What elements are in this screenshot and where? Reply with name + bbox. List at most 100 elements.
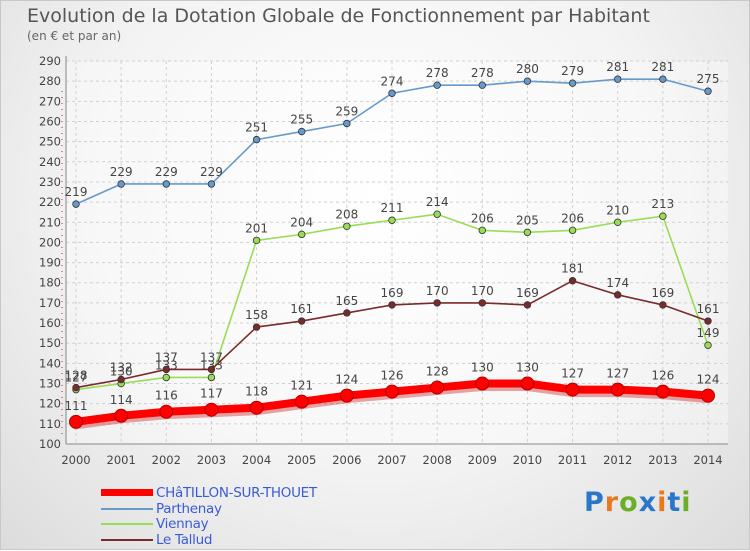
legend-swatch: [101, 489, 153, 496]
data-point: [614, 291, 622, 299]
y-tick-label: 260: [39, 114, 61, 128]
data-point: [565, 382, 580, 397]
data-point: [343, 222, 351, 230]
data-label: 281: [651, 60, 674, 74]
data-point: [478, 81, 486, 89]
y-tick-label: 180: [39, 276, 61, 290]
data-point: [523, 228, 532, 237]
y-tick-label: 240: [39, 155, 61, 169]
chart-title: Evolution de la Dotation Globale de Fonc…: [27, 5, 650, 27]
data-point: [659, 301, 667, 309]
data-label: 181: [561, 262, 584, 276]
data-point: [478, 299, 486, 307]
data-point: [388, 301, 396, 309]
y-tick-label: 170: [39, 296, 61, 310]
data-point: [614, 75, 622, 83]
data-label: 117: [200, 387, 223, 401]
data-point: [478, 226, 486, 235]
data-label: 211: [381, 201, 404, 215]
data-label: 169: [381, 286, 404, 300]
data-label: 149: [697, 326, 720, 340]
data-label: 128: [426, 365, 449, 379]
data-label: 137: [200, 350, 223, 364]
data-label: 111: [65, 399, 88, 413]
data-point: [475, 376, 490, 391]
data-label: 278: [471, 66, 494, 80]
logo-letter: x: [638, 487, 658, 518]
data-point: [659, 212, 667, 220]
x-tick-label: 2010: [513, 453, 542, 467]
legend-label: Viennay: [156, 516, 209, 532]
x-tick-label: 2002: [152, 453, 181, 467]
data-point: [72, 383, 80, 392]
logo-letter: i: [681, 487, 692, 518]
data-label: 130: [471, 361, 494, 375]
data-point: [249, 400, 264, 415]
data-label: 128: [65, 369, 88, 383]
data-point: [704, 317, 712, 325]
logo-letter: i: [657, 487, 668, 518]
data-point: [388, 89, 396, 97]
data-point: [207, 365, 216, 374]
data-label: 214: [426, 195, 449, 209]
chart-subtitle: (en € et par an): [27, 29, 122, 43]
data-point: [117, 180, 125, 188]
data-point: [610, 382, 625, 397]
y-tick-label: 250: [39, 135, 61, 149]
data-label: 278: [426, 66, 449, 80]
y-tick-label: 270: [39, 94, 61, 108]
data-point: [433, 299, 441, 307]
x-tick-label: 2014: [693, 453, 722, 467]
x-tick-label: 2012: [603, 453, 632, 467]
proxiti-logo: Proxiti: [584, 487, 692, 518]
data-point: [207, 373, 216, 382]
legend-swatch: [101, 538, 153, 541]
data-label: 124: [335, 373, 358, 387]
data-label: 255: [290, 113, 313, 127]
data-label: 279: [561, 64, 584, 78]
data-label: 229: [110, 165, 133, 179]
y-tick-label: 280: [39, 74, 61, 88]
data-point: [659, 75, 667, 83]
y-tick-label: 130: [39, 377, 61, 391]
data-label: 130: [516, 361, 539, 375]
data-point: [614, 218, 622, 226]
x-tick-label: 2005: [287, 453, 316, 467]
data-label: 114: [110, 393, 133, 407]
logo-letter: r: [604, 487, 620, 518]
x-tick-label: 2001: [107, 453, 136, 467]
data-point: [655, 384, 670, 399]
data-label: 206: [561, 211, 584, 225]
logo-letter: o: [619, 487, 639, 518]
data-label: 201: [245, 221, 268, 235]
data-label: 281: [606, 60, 629, 74]
data-point: [69, 414, 83, 429]
data-label: 170: [426, 284, 449, 298]
x-tick-label: 2009: [468, 453, 497, 467]
data-point: [72, 200, 80, 208]
data-point: [298, 230, 306, 239]
data-label: 161: [290, 302, 313, 316]
data-point: [343, 119, 351, 128]
x-tick-label: 2007: [377, 453, 406, 467]
data-label: 174: [606, 276, 629, 290]
y-tick-label: 150: [39, 336, 61, 350]
x-tick-label: 2011: [558, 453, 587, 467]
data-point: [433, 210, 441, 218]
data-label: 161: [697, 302, 720, 316]
data-label: 116: [155, 389, 178, 403]
data-point: [701, 388, 715, 403]
legend-label: Parthenay: [156, 500, 222, 517]
data-label: 259: [335, 104, 358, 118]
data-label: 204: [290, 215, 313, 229]
y-tick-label: 110: [39, 417, 61, 431]
data-point: [204, 402, 219, 417]
data-point: [294, 394, 309, 409]
y-tick-label: 120: [39, 397, 61, 411]
legend-label: Le Tallud: [156, 531, 213, 548]
data-point: [207, 180, 216, 188]
y-tick-label: 220: [39, 195, 61, 209]
data-point: [568, 277, 577, 285]
